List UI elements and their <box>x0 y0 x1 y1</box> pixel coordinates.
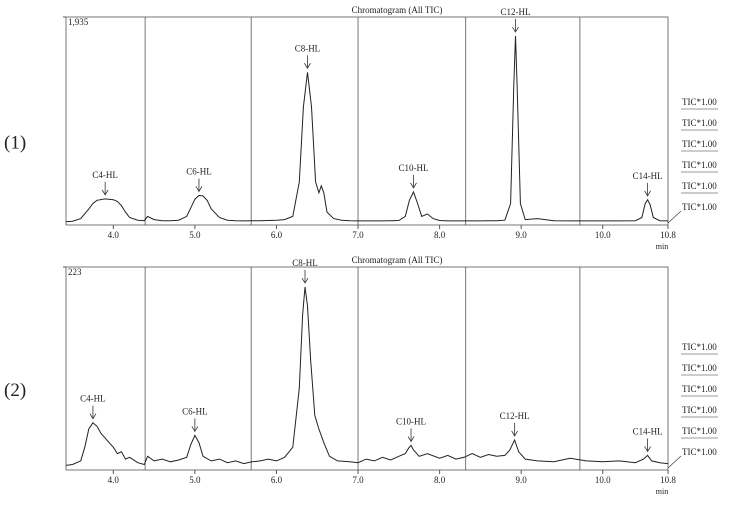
x-tick-label: 5.0 <box>189 475 201 485</box>
x-tick-label: 7.0 <box>352 230 364 240</box>
chromatogram-trace <box>65 286 669 466</box>
annotation-arrowhead <box>644 190 651 197</box>
annotation-arrowhead <box>512 26 519 33</box>
annotation-label: C12-HL <box>500 411 530 421</box>
annotation-arrowhead <box>89 413 97 420</box>
annotation-label: C12-HL <box>500 7 530 17</box>
legend-entry: TIC*1.00 <box>682 342 717 352</box>
x-tick-label: 8.0 <box>434 475 446 485</box>
annotation-label: C8-HL <box>292 258 318 268</box>
annotation-arrowhead <box>511 430 518 437</box>
legend-entry: TIC*1.00 <box>682 447 717 457</box>
x-axis-label: min <box>656 487 668 496</box>
chromatogram-trace <box>65 35 669 223</box>
x-tick-label: 10.8 <box>660 475 676 485</box>
legend-entry: TIC*1.00 <box>682 118 717 128</box>
legend-entry: TIC*1.00 <box>682 405 717 415</box>
x-tick-label: 10.0 <box>595 475 611 485</box>
legend-leader <box>667 210 682 224</box>
y-tick-label: 223 <box>68 267 82 277</box>
panel-label: (1) <box>4 132 26 153</box>
x-tick-label: 6.0 <box>271 475 283 485</box>
annotation-label: C8-HL <box>295 43 321 53</box>
annotation-label: C10-HL <box>396 416 426 426</box>
x-tick-label: 5.0 <box>189 230 201 240</box>
x-tick-label: 7.0 <box>352 475 364 485</box>
annotation-label: C4-HL <box>92 170 118 180</box>
legend-leader <box>667 455 682 469</box>
annotation-label: C14-HL <box>633 426 663 436</box>
chart-title: Chromatogram (All TIC) <box>352 5 443 15</box>
annotation-label: C14-HL <box>633 171 663 181</box>
annotation-arrowhead <box>195 186 203 193</box>
annotation-label: C10-HL <box>398 163 428 173</box>
x-tick-label: 4.0 <box>108 475 120 485</box>
x-axis-label: min <box>656 242 668 251</box>
legend-entry: TIC*1.00 <box>682 363 717 373</box>
plot-frame <box>65 16 669 226</box>
annotation-label: C6-HL <box>182 406 208 416</box>
annotation-arrowhead <box>644 446 651 453</box>
legend-entry: TIC*1.00 <box>682 97 717 107</box>
annotation-label: C6-HL <box>186 167 212 177</box>
chart-title: Chromatogram (All TIC) <box>352 255 443 265</box>
annotation-arrowhead <box>301 277 309 284</box>
y-tick-label: 1,935 <box>68 17 89 27</box>
x-tick-label: 9.0 <box>516 230 528 240</box>
legend-entry: TIC*1.00 <box>682 181 717 191</box>
annotation-arrowhead <box>407 436 415 443</box>
panel-label: (2) <box>4 380 26 401</box>
legend-entry: TIC*1.00 <box>682 202 717 212</box>
annotation-arrowhead <box>101 189 109 196</box>
legend-entry: TIC*1.00 <box>682 426 717 436</box>
x-tick-label: 4.0 <box>108 230 120 240</box>
legend-entry: TIC*1.00 <box>682 160 717 170</box>
annotation-arrowhead <box>191 426 199 433</box>
plot-frame <box>65 266 669 471</box>
x-tick-label: 10.8 <box>660 230 676 240</box>
legend-entry: TIC*1.00 <box>682 384 717 394</box>
legend-entry: TIC*1.00 <box>682 139 717 149</box>
x-tick-label: 6.0 <box>271 230 283 240</box>
annotation-label: C4-HL <box>80 394 106 404</box>
annotation-arrowhead <box>304 63 311 70</box>
annotation-arrowhead <box>410 182 417 189</box>
x-tick-label: 10.0 <box>595 230 611 240</box>
x-tick-label: 8.0 <box>434 230 446 240</box>
x-tick-label: 9.0 <box>516 475 528 485</box>
